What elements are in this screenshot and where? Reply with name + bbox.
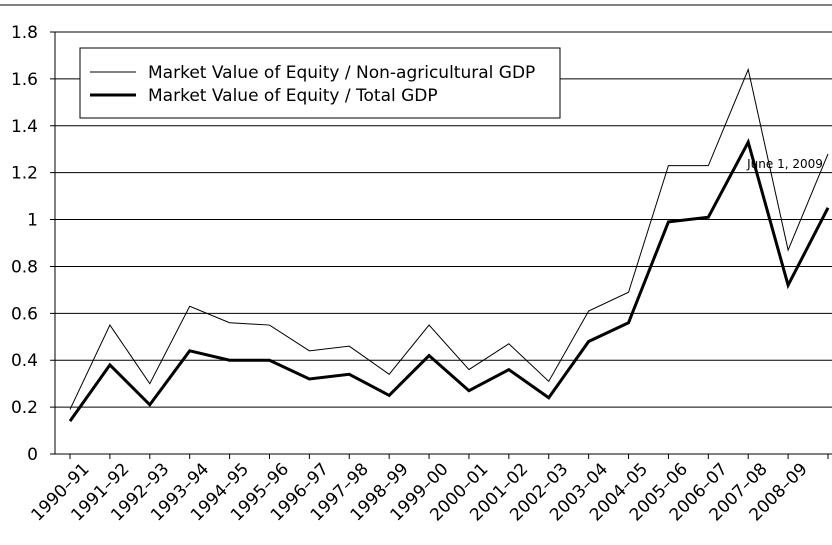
y-tick-label: 0 [27,445,38,465]
y-tick-label: 1.8 [11,23,38,43]
y-tick-label: 0.6 [11,304,38,324]
y-tick-label: 1.4 [11,117,38,137]
y-tick-label: 0.4 [11,351,38,371]
annotation: June 1, 2009 [746,157,823,171]
legend-label: Market Value of Equity / Total GDP [148,86,438,106]
y-tick-label: 1.6 [11,70,38,90]
y-tick-label: 1.2 [11,164,38,184]
y-tick-label: 0.2 [11,398,38,418]
y-tick-label: 0.8 [11,257,38,277]
legend-label: Market Value of Equity / Non-agricultura… [148,63,535,83]
series-line [69,67,829,410]
legend-box [79,47,561,119]
series-line [68,138,830,423]
y-tick-label: 1 [27,211,38,231]
